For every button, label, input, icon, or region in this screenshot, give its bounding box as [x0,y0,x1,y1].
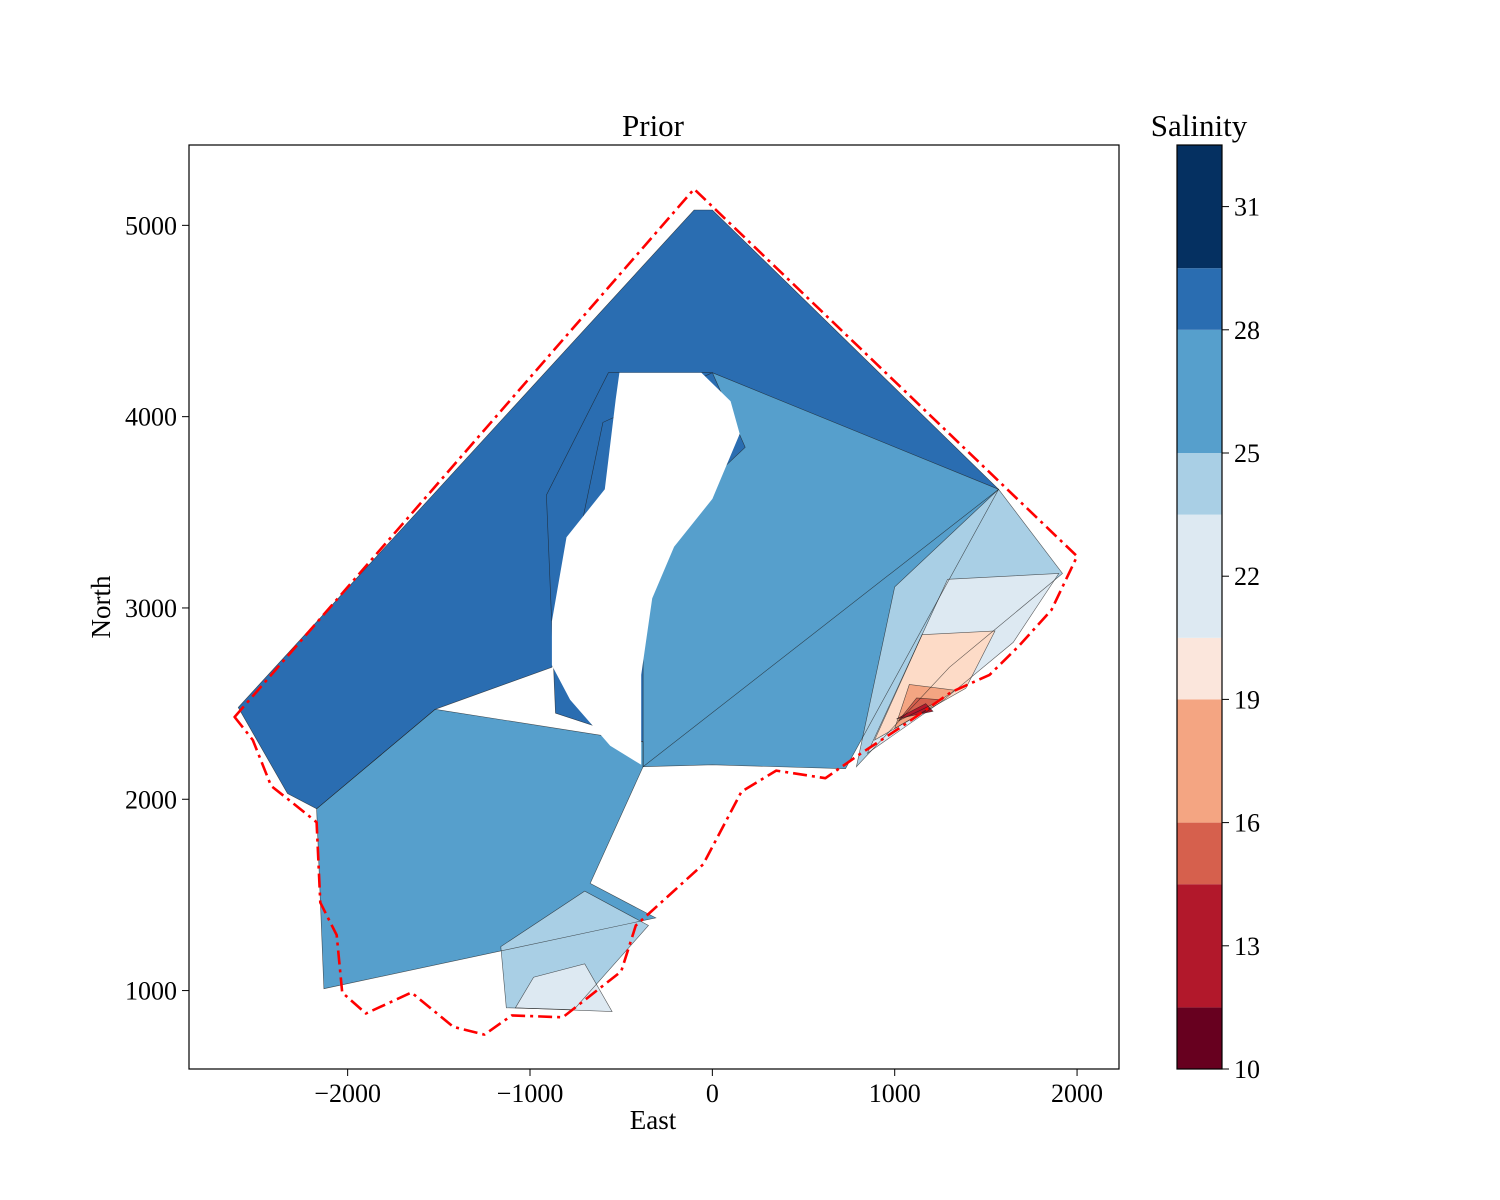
contour-line-5 [514,963,613,1012]
x-axis-label: East [630,1105,677,1135]
colorbar-frame [1176,144,1223,1070]
colorbar-bands [1177,145,1222,1069]
colorbar-band-6 [1177,453,1222,515]
x-tick-label: 1000 [869,1079,921,1108]
plot-frame [188,144,1120,1070]
colorbar-band-5 [1177,514,1222,638]
contour-line-9 [896,703,934,720]
y-axis-label: North [86,575,116,638]
contour-plot [233,187,1079,1036]
island-polygon [551,372,740,765]
y-tick-label: 3000 [125,594,177,623]
x-tick-label: 2000 [1051,1079,1103,1108]
colorbar: 10 13 16 19 22 25 28 31 Salinity [1151,108,1260,1084]
chart-title: Prior [622,108,685,143]
y-tick-label: 1000 [125,977,177,1006]
colorbar-tick-label: 25 [1234,439,1260,468]
boundary-line [233,187,1079,1036]
colorbar-band-8 [1177,268,1222,330]
colorbar-tick-label: 22 [1234,562,1260,591]
colorbar-ticks: 10 13 16 19 22 25 28 31 [1222,193,1260,1084]
colorbar-band-1 [1177,884,1222,1008]
colorbar-band-4 [1177,637,1222,700]
contour-line-3 [855,488,1063,768]
colorbar-tick-label: 19 [1234,685,1260,714]
colorbar-band-7 [1177,329,1222,453]
contour-line-8 [898,697,944,722]
colorbar-tick-label: 31 [1234,193,1260,222]
colorbar-band-0 [1177,1007,1222,1069]
x-tick-label: −2000 [314,1079,381,1108]
x-axis-ticks: −2000 −1000 0 1000 2000 [314,1069,1103,1108]
colorbar-tick-label: 28 [1234,316,1260,345]
y-axis-ticks: 1000 2000 3000 4000 5000 [125,211,189,1006]
colorbar-tick-label: 16 [1234,809,1260,838]
y-tick-label: 5000 [125,211,177,240]
colorbar-tick-label: 10 [1234,1055,1260,1084]
contour-region-9 [896,703,933,719]
colorbar-band-3 [1177,699,1222,823]
y-tick-label: 4000 [125,403,177,432]
colorbar-title: Salinity [1151,108,1248,143]
island-mask [551,372,740,765]
colorbar-tick-label: 13 [1234,932,1260,961]
x-tick-label: −1000 [497,1079,564,1108]
colorbar-band-9 [1177,145,1222,269]
contour-region-1 [316,372,999,989]
contour-line-4 [866,573,1060,755]
boundary-outline [233,187,1079,1036]
y-tick-label: 2000 [125,785,177,814]
colorbar-band-2 [1177,822,1222,885]
contour-line-6 [873,630,996,741]
x-tick-label: 0 [706,1079,719,1108]
